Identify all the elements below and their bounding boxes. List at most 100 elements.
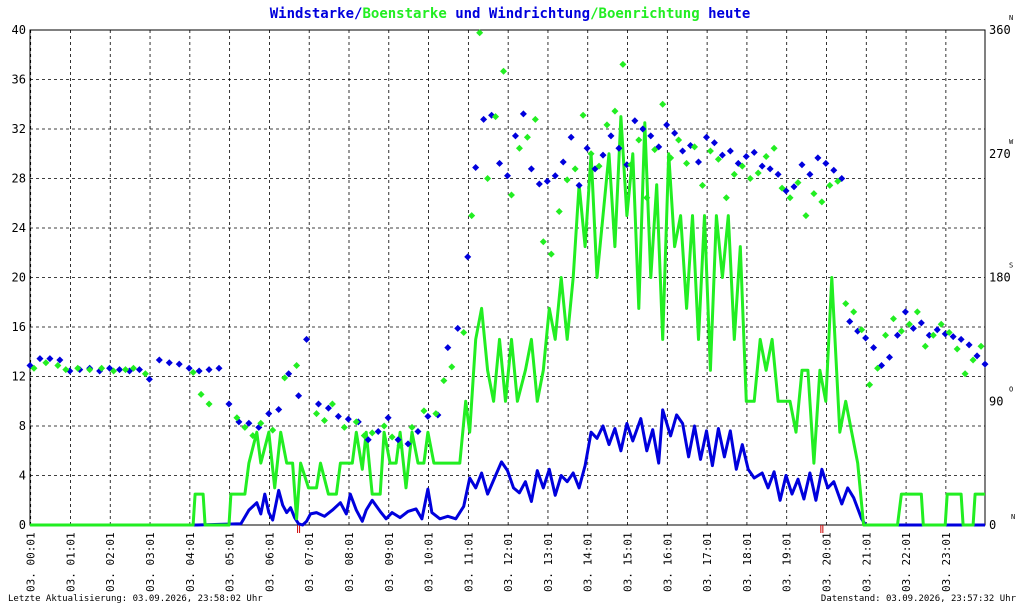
direction-point-boenrichtung bbox=[945, 329, 953, 336]
y-tick-label-left: 4 bbox=[19, 469, 26, 483]
direction-point-windrichtung bbox=[846, 318, 854, 325]
direction-point-boenrichtung bbox=[269, 426, 277, 434]
series-line-boenstarke bbox=[30, 115, 985, 527]
direction-point-boenrichtung bbox=[691, 143, 699, 151]
direction-point-windrichtung bbox=[671, 129, 679, 137]
direction-point-boenrichtung bbox=[62, 366, 70, 374]
direction-point-windrichtung bbox=[195, 367, 203, 375]
series-line-windstarke bbox=[30, 408, 985, 527]
title-sep1: / bbox=[354, 6, 362, 22]
direction-point-boenrichtung bbox=[937, 320, 945, 328]
direction-point-boenrichtung bbox=[818, 198, 826, 206]
direction-point-boenrichtung bbox=[249, 432, 257, 440]
direction-point-boenrichtung bbox=[683, 159, 691, 167]
direction-point-windrichtung bbox=[718, 151, 726, 159]
direction-point-boenrichtung bbox=[913, 308, 921, 316]
direction-point-windrichtung bbox=[215, 364, 223, 372]
x-tick-label: 03. 04:01 bbox=[184, 532, 197, 592]
direction-point-windrichtung bbox=[472, 164, 480, 171]
direction-point-boenrichtung bbox=[492, 113, 500, 121]
direction-point-boenrichtung bbox=[233, 414, 241, 422]
direction-point-windrichtung bbox=[511, 132, 519, 140]
x-tick-label: 03. 21:01 bbox=[860, 532, 873, 592]
direction-point-boenrichtung bbox=[953, 345, 961, 353]
direction-point-boenrichtung bbox=[627, 161, 635, 169]
direction-point-windrichtung bbox=[424, 412, 432, 420]
direction-point-windrichtung bbox=[909, 324, 917, 332]
direction-point-windrichtung bbox=[774, 170, 782, 178]
direction-point-windrichtung bbox=[46, 355, 54, 363]
direction-point-boenrichtung bbox=[241, 423, 249, 431]
direction-point-windrichtung bbox=[324, 404, 332, 412]
direction-point-boenrichtung bbox=[603, 121, 611, 129]
direction-point-windrichtung bbox=[790, 183, 798, 191]
direction-point-windrichtung bbox=[36, 355, 44, 363]
direction-point-windrichtung bbox=[957, 335, 965, 343]
direction-point-windrichtung bbox=[758, 162, 766, 170]
direction-point-windrichtung bbox=[205, 366, 213, 374]
direction-point-windrichtung bbox=[647, 132, 655, 140]
direction-point-windrichtung bbox=[155, 356, 163, 364]
direction-point-windrichtung bbox=[814, 154, 822, 162]
direction-point-boenrichtung bbox=[929, 331, 937, 339]
direction-point-boenrichtung bbox=[122, 366, 129, 374]
y-tick-label-right: 0 bbox=[989, 518, 996, 532]
grid-lines bbox=[30, 29, 985, 525]
direction-point-boenrichtung bbox=[571, 165, 579, 173]
direction-point-boenrichtung bbox=[802, 212, 810, 220]
direction-point-windrichtung bbox=[559, 158, 567, 166]
title-sep2: / bbox=[590, 6, 598, 22]
direction-point-windrichtung bbox=[679, 147, 687, 155]
direction-point-boenrichtung bbox=[313, 410, 320, 418]
y-tick-direction-label: S bbox=[1009, 262, 1013, 270]
direction-point-boenrichtung bbox=[281, 374, 289, 382]
direction-point-boenrichtung bbox=[523, 133, 531, 141]
y-tick-label-left: 12 bbox=[12, 370, 26, 384]
direction-point-boenrichtung bbox=[500, 67, 508, 75]
direction-point-boenrichtung bbox=[834, 177, 842, 185]
direction-point-boenrichtung bbox=[579, 111, 587, 119]
direction-point-windrichtung bbox=[444, 344, 452, 352]
direction-point-windrichtung bbox=[527, 165, 535, 173]
direction-point-boenrichtung bbox=[882, 331, 890, 339]
direction-point-windrichtung bbox=[384, 414, 392, 422]
direction-point-windrichtung bbox=[583, 144, 591, 152]
direction-point-boenrichtung bbox=[476, 29, 484, 37]
x-tick-label: 03. 10:01 bbox=[423, 532, 436, 592]
direction-point-boenrichtung bbox=[611, 107, 619, 115]
direction-point-boenrichtung bbox=[129, 364, 137, 372]
direction-point-boenrichtung bbox=[651, 146, 659, 154]
direction-point-boenrichtung bbox=[850, 308, 858, 316]
series-layer bbox=[26, 29, 989, 527]
direction-point-boenrichtung bbox=[141, 370, 149, 378]
x-tick-label: 03. 06:01 bbox=[263, 532, 276, 592]
direction-point-windrichtung bbox=[631, 117, 639, 125]
direction-point-boenrichtung bbox=[762, 153, 770, 160]
direction-point-boenrichtung bbox=[507, 191, 515, 199]
direction-point-boenrichtung bbox=[595, 162, 603, 170]
axis-labels: 04812162024283236400N90O180S270W360N03. … bbox=[12, 14, 1016, 592]
direction-point-boenrichtung bbox=[42, 359, 50, 367]
direction-point-boenrichtung bbox=[293, 362, 301, 369]
title-und: und bbox=[447, 6, 489, 22]
direction-point-windrichtung bbox=[822, 159, 830, 167]
title-heute: heute bbox=[700, 6, 751, 22]
direction-point-windrichtung bbox=[663, 121, 671, 129]
direction-point-windrichtung bbox=[830, 166, 838, 174]
direction-point-boenrichtung bbox=[675, 136, 683, 144]
direction-point-windrichtung bbox=[295, 392, 303, 400]
direction-point-boenrichtung bbox=[730, 170, 738, 178]
direction-point-windrichtung bbox=[607, 132, 615, 140]
direction-point-windrichtung bbox=[710, 139, 718, 147]
direction-point-windrichtung bbox=[535, 180, 543, 188]
direction-point-boenrichtung bbox=[396, 441, 404, 449]
y-tick-direction-label: N bbox=[1009, 14, 1013, 22]
direction-point-boenrichtung bbox=[98, 364, 106, 372]
direction-point-boenrichtung bbox=[340, 423, 348, 431]
direction-point-windrichtung bbox=[364, 436, 372, 444]
direction-point-windrichtung bbox=[901, 308, 909, 316]
direction-point-windrichtung bbox=[504, 172, 511, 180]
direction-point-windrichtung bbox=[702, 133, 710, 141]
direction-point-boenrichtung bbox=[328, 400, 336, 408]
